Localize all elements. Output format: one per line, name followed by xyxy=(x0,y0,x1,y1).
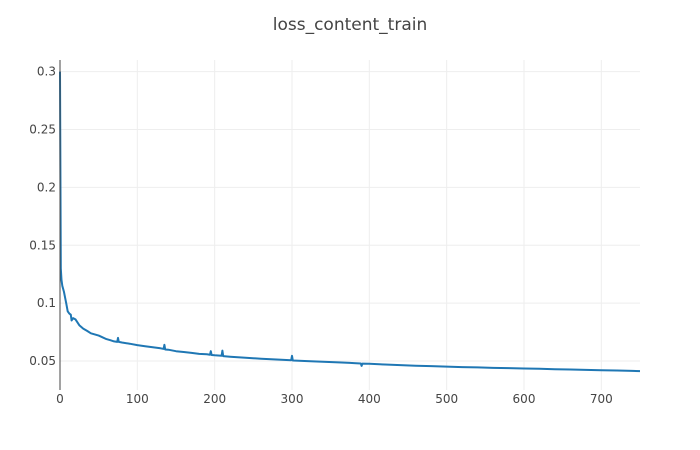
x-tick-label: 0 xyxy=(56,392,64,406)
y-tick-label: 0.25 xyxy=(29,122,56,136)
x-tick-label: 300 xyxy=(281,392,304,406)
axes: 0.05 0.1 0.15 0.2 0.25 0.3 0 100 200 300 400 500 600… xyxy=(29,60,613,406)
x-tick-label: 100 xyxy=(126,392,149,406)
y-tick-label: 0.15 xyxy=(29,238,56,252)
gridlines xyxy=(60,60,640,390)
y-tick-label: 0.3 xyxy=(37,65,56,79)
x-tick-label: 200 xyxy=(203,392,226,406)
x-tick-label: 400 xyxy=(358,392,381,406)
y-tick-label: 0.1 xyxy=(37,296,56,310)
y-tick-label: 0.2 xyxy=(37,180,56,194)
chart-title: loss_content_train xyxy=(273,15,428,35)
plot-area xyxy=(59,71,641,373)
y-tick-label: 0.05 xyxy=(29,354,56,368)
series-line xyxy=(59,71,641,373)
x-tick-label: 500 xyxy=(435,392,458,406)
x-tick-label: 600 xyxy=(513,392,536,406)
x-tick-label: 700 xyxy=(590,392,613,406)
